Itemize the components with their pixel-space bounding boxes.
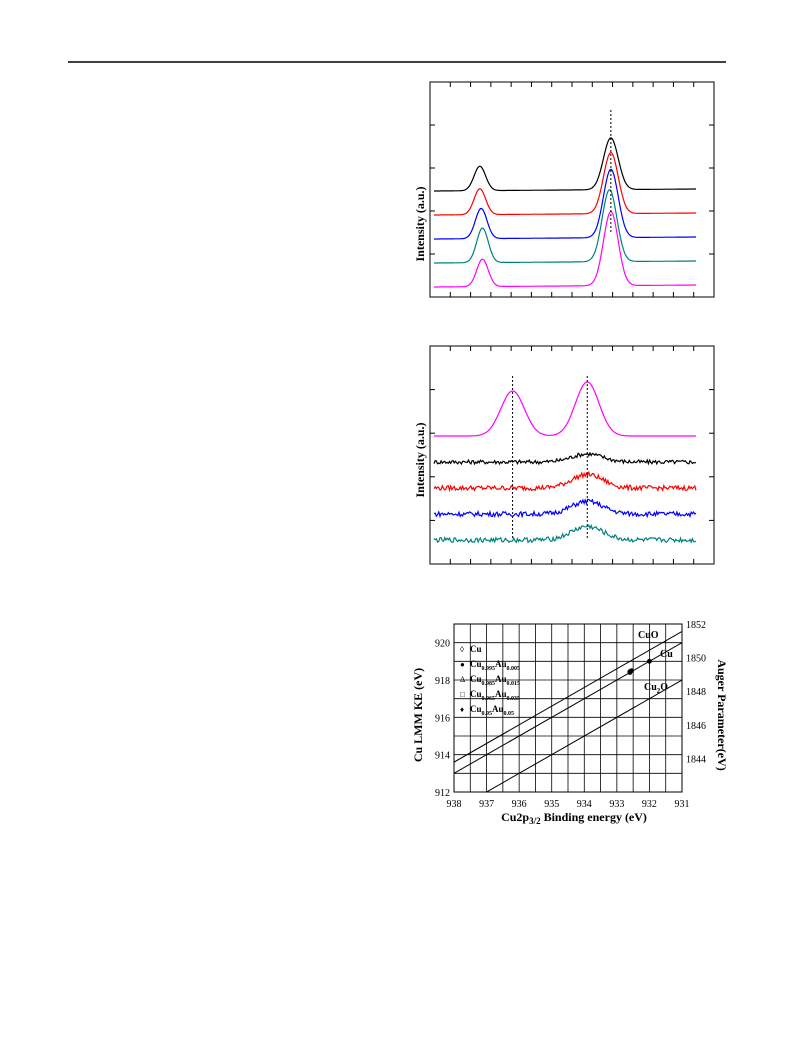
plot-frame <box>453 623 683 793</box>
y-tick-label: 914 <box>435 751 450 762</box>
legend-marker: Δ <box>460 675 465 684</box>
series-line <box>434 189 696 264</box>
y-axis-label: Cu LMM KE (eV) <box>411 668 425 762</box>
series-line <box>433 523 697 544</box>
legend-label: Cu0.985Au0.015 <box>470 674 520 687</box>
y2-tick-label: 1852 <box>686 620 706 631</box>
legend-marker: ◊ <box>460 645 464 654</box>
wagner-plot-chart: Cu LMM KE (eV) Auger Parameter(eV) Cu2p3… <box>411 620 729 826</box>
x-tick-label: 937 <box>479 799 494 810</box>
reference-lines <box>454 631 682 792</box>
legend-marker: ● <box>460 660 465 669</box>
y-tick-label: 920 <box>435 639 450 650</box>
legend-marker: ♦ <box>460 705 464 714</box>
x-tick-label: 935 <box>544 799 559 810</box>
reference-line <box>485 679 682 792</box>
legend-marker: □ <box>460 690 465 699</box>
y-tick-label: 918 <box>435 676 450 687</box>
series-line <box>434 211 696 288</box>
y2-tick-label: 1848 <box>686 687 706 698</box>
y-tick-label: 916 <box>435 713 450 724</box>
y-axis-label: Intensity (a.u.) <box>413 186 427 261</box>
x-tick-label: 934 <box>577 799 592 810</box>
x-tick-label: 931 <box>675 799 690 810</box>
legend-label: Cu0.965Au0.035 <box>470 689 520 702</box>
series-line <box>434 168 696 240</box>
y2-tick-label: 1844 <box>686 754 706 765</box>
series-line <box>434 381 696 437</box>
x-tick-label: 932 <box>642 799 657 810</box>
x-tick-label: 938 <box>447 799 462 810</box>
y-tick-label: 912 <box>435 788 450 799</box>
legend-label: Cu0.995Au0.005 <box>470 659 520 672</box>
y-axis-label: Intensity (a.u.) <box>413 422 427 497</box>
data-point <box>627 669 633 674</box>
xps-spectra-chart-top: Intensity (a.u.) <box>413 81 715 298</box>
header-rule <box>68 61 726 63</box>
xps-spectra-chart-middle: Intensity (a.u.) <box>413 345 715 565</box>
y2-axis-label: Auger Parameter(eV) <box>715 659 729 770</box>
plot-frame <box>429 345 715 565</box>
reference-line <box>454 631 682 763</box>
series-line <box>433 498 697 519</box>
series-line <box>434 151 696 216</box>
legend-label: Cu0.95Au0.05 <box>470 704 514 717</box>
y2-tick-label: 1850 <box>686 654 706 665</box>
data-point <box>647 658 652 664</box>
legend-label: Cu <box>470 644 482 654</box>
x-tick-label: 936 <box>512 799 527 810</box>
reference-line <box>454 642 682 774</box>
y2-tick-label: 1846 <box>686 721 706 732</box>
series-line <box>433 470 697 493</box>
reference-line-label: CuO <box>638 630 659 641</box>
series-line <box>434 137 696 192</box>
series-line <box>433 451 697 466</box>
x-tick-label: 933 <box>609 799 624 810</box>
x-axis-label: Cu2p3/2 Binding energy (eV) <box>501 810 647 826</box>
reference-line-label: Cu <box>660 649 673 660</box>
reference-line-label: Cu2O <box>644 682 668 695</box>
